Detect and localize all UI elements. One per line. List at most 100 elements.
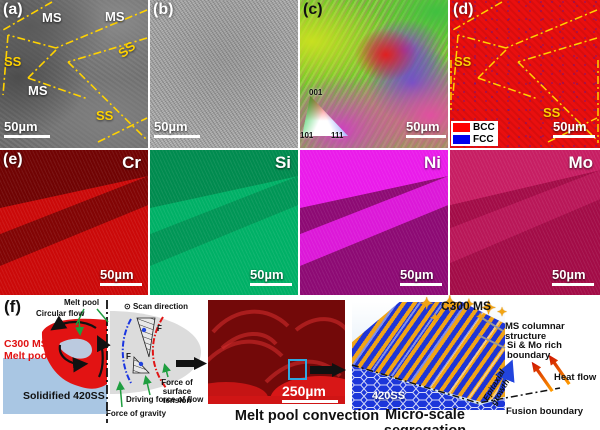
force-f-label: F bbox=[126, 352, 131, 361]
scale-bar-label: 250µm bbox=[282, 383, 326, 399]
scale-bar-label: 50µm bbox=[154, 119, 188, 134]
ms-label: MS bbox=[105, 9, 125, 24]
scale-bar-label: 50µm bbox=[4, 119, 38, 134]
panel-f-tag: (f) bbox=[4, 297, 21, 316]
bcc-color-swatch bbox=[453, 123, 470, 133]
panel-e-mo-map: Mo 50µm bbox=[450, 150, 600, 295]
sparkle-icon: ✦ bbox=[420, 296, 434, 313]
scale-bar: 50µm bbox=[250, 268, 292, 286]
scale-bar-line bbox=[553, 135, 595, 138]
melt-pool-convection-image: 250µm bbox=[208, 300, 345, 404]
ipf-color-triangle bbox=[302, 96, 348, 136]
flow-profile-upper bbox=[136, 317, 156, 358]
panel-d-phase-map: (d) SS SS BCC FCC 50µm bbox=[450, 0, 600, 148]
scale-bar: 250µm bbox=[282, 384, 338, 403]
melt-pool-convection-caption: Melt pool convection bbox=[234, 408, 380, 424]
legend-row-bcc: BCC bbox=[453, 122, 495, 134]
circular-flow-label: Circular flow bbox=[36, 309, 85, 318]
micro-scale-segregation-caption: Micro-scale segregation bbox=[384, 407, 466, 430]
flow-marker-dot bbox=[141, 327, 147, 333]
solidified-420ss-label: Solidified 420SS bbox=[23, 390, 105, 402]
force-f-label: F bbox=[157, 324, 162, 333]
map-texture bbox=[300, 150, 448, 295]
panel-c-tag: (c) bbox=[303, 1, 323, 18]
flow-profile-lower bbox=[132, 356, 150, 374]
scan-direction-icon: ⊙ bbox=[124, 302, 131, 311]
panel-a-tag: (a) bbox=[3, 1, 23, 18]
right-c300-ms-label: C300 MS bbox=[441, 299, 492, 313]
map-texture bbox=[450, 150, 600, 295]
melt-pool-label: Melt pool bbox=[64, 298, 100, 307]
flow-marker-dot bbox=[138, 361, 144, 367]
sparkle-icon: ✦ bbox=[481, 298, 497, 318]
420ss-label: 420SS bbox=[372, 390, 406, 402]
map-texture bbox=[150, 150, 298, 295]
scale-bar: 50µm bbox=[400, 268, 442, 286]
scale-bar: 50µm bbox=[406, 120, 446, 138]
ss-label: SS bbox=[454, 54, 472, 69]
scale-bar-line bbox=[4, 135, 50, 138]
panel-e-ni-map: Ni 50µm bbox=[300, 150, 448, 295]
scale-bar: 50µm bbox=[552, 268, 594, 286]
element-label-cr: Cr bbox=[122, 153, 141, 172]
scale-bar-line bbox=[552, 283, 594, 286]
panel-c-ebsd-map: (c) 001 101 111 50µm bbox=[300, 0, 448, 148]
force-gravity-label: Force of gravity bbox=[106, 409, 167, 418]
sparkle-icon: ✦ bbox=[441, 293, 459, 316]
gravity-force-curve bbox=[121, 318, 132, 384]
scale-bar-label: 50µm bbox=[400, 267, 434, 282]
scale-bar: 50µm bbox=[553, 120, 595, 138]
panel-d-tag: (d) bbox=[453, 1, 474, 18]
scale-bar-label: 50µm bbox=[406, 119, 440, 134]
scale-bar: 50µm bbox=[154, 120, 200, 138]
map-texture bbox=[0, 150, 148, 295]
magnified-area-box bbox=[288, 359, 307, 380]
grain-boundary-lines bbox=[450, 1, 599, 143]
pool-swirl-core bbox=[59, 338, 92, 359]
scale-bar: 50µm bbox=[100, 268, 142, 286]
panel-b-tag: (b) bbox=[153, 1, 174, 18]
element-label-ni: Ni bbox=[424, 153, 441, 172]
element-label-si: Si bbox=[274, 153, 291, 172]
ss-label: SS bbox=[4, 54, 22, 69]
scale-bar-line bbox=[154, 135, 200, 138]
panel-b-microstructure-image: (b) 50µm bbox=[150, 0, 298, 148]
scale-bar-line bbox=[400, 283, 442, 286]
fcc-color-swatch bbox=[453, 134, 470, 144]
sparkle-icon: ✦ bbox=[430, 311, 441, 325]
heat-flow-label: Heat flow bbox=[554, 372, 597, 383]
legend-row-fcc: FCC bbox=[453, 134, 495, 146]
grain-boundary-lines bbox=[2, 1, 148, 143]
c300-ms-label: C300 MS bbox=[4, 338, 48, 350]
fusion-boundary-label: Fusion boundary bbox=[506, 406, 584, 417]
panel-e-cr-map: (e) Cr 50µm bbox=[0, 150, 148, 295]
si-mo-rich-boundary-label: Si & Mo rich boundary bbox=[507, 340, 562, 362]
ss-label: SS bbox=[543, 105, 561, 120]
scale-bar-line bbox=[250, 283, 292, 286]
driving-force-label: Driving force of flow bbox=[126, 395, 204, 404]
sparkle-icon: ✦ bbox=[497, 305, 508, 319]
scale-bar-line bbox=[100, 283, 142, 286]
ipf-111-label: 111 bbox=[331, 131, 344, 140]
panel-e-si-map: Si 50µm bbox=[150, 150, 298, 295]
sparkle-icon: ✦ bbox=[463, 296, 475, 312]
arrow-to-convection-image bbox=[176, 357, 207, 370]
panel-a-sem-image: (a) MS MS MS SS SS SS 50µm bbox=[0, 0, 148, 148]
scale-bar-line bbox=[282, 400, 338, 403]
ms-label: MS bbox=[28, 83, 48, 98]
phase-legend: BCC FCC bbox=[451, 121, 498, 146]
scale-bar-label: 50µm bbox=[553, 119, 587, 134]
panel-e-tag: (e) bbox=[3, 151, 23, 168]
scale-bar-line bbox=[406, 135, 446, 138]
element-label-mo: Mo bbox=[568, 153, 593, 172]
scale-bar: 50µm bbox=[4, 120, 50, 138]
sparkle-icon: ✦ bbox=[476, 312, 485, 323]
ipf-001-label: 001 bbox=[309, 88, 323, 97]
scan-direction-label: ⊙ Scan direction bbox=[124, 302, 189, 311]
solidified-420ss-region bbox=[3, 358, 107, 414]
bcc-label: BCC bbox=[473, 122, 495, 133]
scale-bar-label: 50µm bbox=[552, 267, 586, 282]
scale-bar-label: 50µm bbox=[100, 267, 134, 282]
ipf-101-label: 101 bbox=[300, 131, 314, 140]
